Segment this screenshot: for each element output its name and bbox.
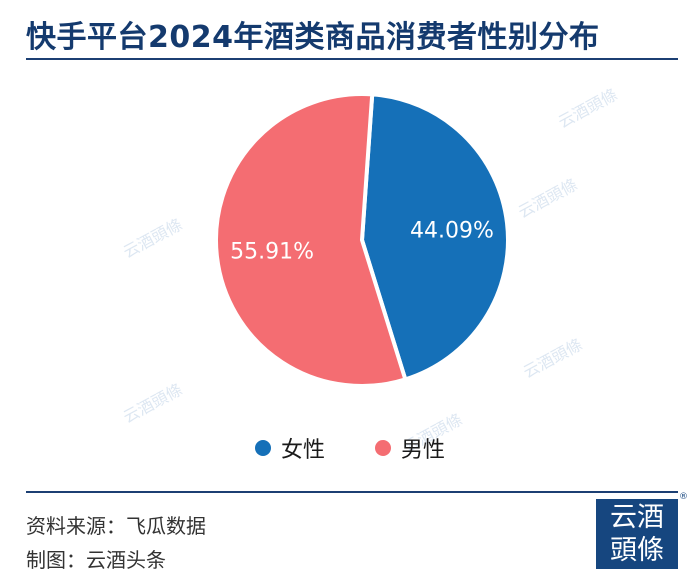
legend-swatch-male	[375, 440, 391, 456]
credit-note: 制图：云酒头条	[26, 548, 166, 572]
pie-label-female: 44.09%	[410, 219, 494, 244]
legend-item-female[interactable]: 女性	[254, 432, 325, 464]
source-note: 资料来源：飞瓜数据	[26, 514, 206, 538]
pie-slice-female[interactable]	[359, 92, 510, 382]
logo-line-1: 云酒	[610, 502, 664, 533]
pie-chart: 44.09% 55.91%	[214, 92, 510, 388]
legend: 女性 男性	[0, 432, 700, 464]
legend-item-male[interactable]: 男性	[375, 432, 445, 464]
registered-mark: ®	[679, 492, 688, 502]
chart-title: 快手平台2024年酒类商品消费者性别分布	[26, 20, 600, 55]
pie-slice-male[interactable]	[214, 92, 408, 388]
legend-swatch-female	[254, 440, 271, 456]
legend-label-female: 女性	[280, 438, 325, 463]
footer-divider	[26, 491, 678, 493]
logo-line-2: 頭條	[610, 535, 664, 566]
pie-label-male: 55.91%	[230, 239, 314, 264]
brand-logo: 云酒 頭條	[596, 499, 678, 569]
title-divider	[26, 58, 678, 60]
legend-label-male: 男性	[401, 438, 446, 463]
